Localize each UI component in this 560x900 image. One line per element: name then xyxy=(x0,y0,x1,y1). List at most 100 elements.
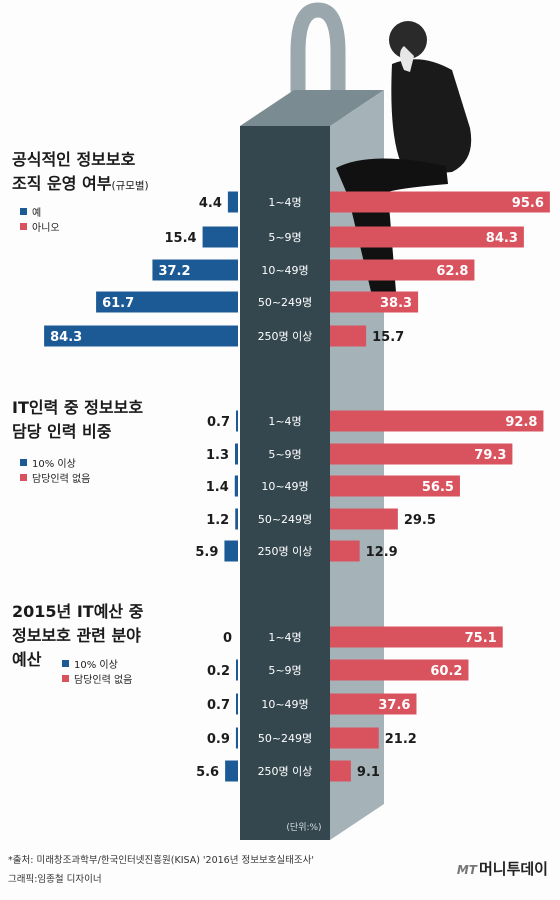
category-label: 50~249명 xyxy=(258,296,312,309)
value-label-blue: 37.2 xyxy=(158,264,190,279)
legend-item-blue: 10% 이상 xyxy=(20,457,90,472)
legend-item-blue: 예 xyxy=(20,206,60,221)
value-label-blue: 0.2 xyxy=(207,664,230,679)
bar-blue xyxy=(235,508,238,530)
value-label-red: 95.6 xyxy=(512,196,544,211)
bar-blue xyxy=(96,291,238,313)
bar-red xyxy=(330,291,419,313)
category-label: 50~249명 xyxy=(258,732,312,745)
bar-red xyxy=(330,760,351,782)
bar-blue xyxy=(234,475,238,497)
person-shirt xyxy=(400,46,414,72)
bar-red xyxy=(330,626,503,648)
bar-blue xyxy=(236,410,238,432)
section1-title-suffix: (규모별) xyxy=(111,180,149,192)
credit-note: 그래픽:임종철 디자이너 xyxy=(8,874,102,885)
category-label: 10~49명 xyxy=(261,480,308,493)
bar-red xyxy=(330,475,460,497)
bar-red xyxy=(330,508,398,530)
logo-text: 머니투데이 xyxy=(478,860,548,878)
section1-title: 공식적인 정보보호 조직 운영 여부(규모별) xyxy=(12,148,149,198)
value-label-blue: 5.9 xyxy=(195,545,218,560)
value-label-blue: 61.7 xyxy=(102,296,134,311)
pillar-top xyxy=(240,90,384,126)
section3-title-line3: 예산 xyxy=(12,650,42,669)
value-label-red: 60.2 xyxy=(430,664,462,679)
bar-blue xyxy=(44,325,238,347)
value-label-red: 9.1 xyxy=(357,765,380,780)
value-label-blue: 1.2 xyxy=(206,513,229,528)
bar-red xyxy=(330,259,475,281)
value-label-red: 62.8 xyxy=(436,264,468,279)
value-label-blue: 1.4 xyxy=(206,480,229,495)
section2-title: IT인력 중 정보보호 담당 인력 비중 xyxy=(12,396,143,444)
category-label: 1~4명 xyxy=(268,631,301,644)
bar-blue xyxy=(235,443,238,465)
value-label-blue: 4.4 xyxy=(199,196,222,211)
legend-swatch-blue xyxy=(62,660,69,667)
legend-swatch-red xyxy=(20,474,27,481)
bar-red xyxy=(330,659,469,681)
value-label-red: 12.9 xyxy=(366,545,398,560)
section1-title-line1: 공식적인 정보보호 xyxy=(12,150,136,169)
section2-title-line1: IT인력 중 정보보호 xyxy=(12,398,144,417)
bar-blue xyxy=(236,693,238,715)
bar-red xyxy=(330,410,544,432)
section1-legend: 예 아니오 xyxy=(20,206,60,236)
legend-item-red: 담당인력 없음 xyxy=(20,472,90,487)
pillar-front xyxy=(240,126,330,840)
bar-red xyxy=(330,226,524,248)
bar-blue xyxy=(236,659,238,681)
value-label-red: 75.1 xyxy=(465,631,497,646)
category-label: 10~49명 xyxy=(261,264,308,277)
person-head xyxy=(389,21,427,59)
category-label: 250명 이상 xyxy=(258,765,313,778)
value-label-blue: 0.9 xyxy=(207,732,230,747)
category-label: 250명 이상 xyxy=(258,330,313,343)
value-label-blue: 5.6 xyxy=(196,765,219,780)
logo-mark: MT xyxy=(456,863,477,877)
section2-title-line2: 담당 인력 비중 xyxy=(12,422,112,441)
value-label-red: 37.6 xyxy=(378,698,410,713)
section3-title-line1: 2015년 IT예산 중 xyxy=(12,602,144,621)
category-label: 250명 이상 xyxy=(258,545,313,558)
bar-blue xyxy=(202,226,238,248)
section2-legend: 10% 이상 담당인력 없음 xyxy=(20,457,90,487)
value-label-red: 56.5 xyxy=(422,480,454,495)
section3-title: 2015년 IT예산 중 정보보호 관련 분야 예산 xyxy=(12,600,143,672)
lock-shackle xyxy=(290,2,346,128)
category-label: 50~249명 xyxy=(258,513,312,526)
bar-blue xyxy=(235,727,238,749)
category-label: 5~9명 xyxy=(268,231,301,244)
bar-blue xyxy=(227,191,238,213)
publisher-logo: MT 머니투데이 xyxy=(457,858,548,879)
legend-swatch-red xyxy=(62,675,69,682)
value-label-red: 21.2 xyxy=(385,732,417,747)
category-label: 5~9명 xyxy=(268,448,301,461)
value-label-blue: 0 xyxy=(223,631,232,646)
section3-title-line2: 정보보호 관련 분야 xyxy=(12,626,141,645)
bar-red xyxy=(330,325,367,347)
value-label-red: 84.3 xyxy=(486,231,518,246)
value-label-red: 15.7 xyxy=(372,330,404,345)
section3-legend: 10% 이상 담당인력 없음 xyxy=(62,658,132,688)
value-label-blue: 84.3 xyxy=(50,330,82,345)
bar-red xyxy=(330,727,379,749)
value-label-blue: 1.3 xyxy=(206,448,229,463)
value-label-red: 79.3 xyxy=(474,448,506,463)
bar-red xyxy=(330,443,513,465)
bar-blue xyxy=(224,540,238,562)
category-label: 1~4명 xyxy=(268,196,301,209)
category-label: 10~49명 xyxy=(261,698,308,711)
value-label-red: 92.8 xyxy=(505,415,537,430)
legend-swatch-red xyxy=(20,223,27,230)
value-label-red: 29.5 xyxy=(404,513,436,528)
bar-blue xyxy=(225,760,238,782)
section1-title-line2: 조직 운영 여부(규모별) xyxy=(12,174,149,193)
value-label-blue: 0.7 xyxy=(207,698,230,713)
bar-red xyxy=(330,693,417,715)
bar-red xyxy=(330,191,550,213)
bar-red xyxy=(330,540,360,562)
